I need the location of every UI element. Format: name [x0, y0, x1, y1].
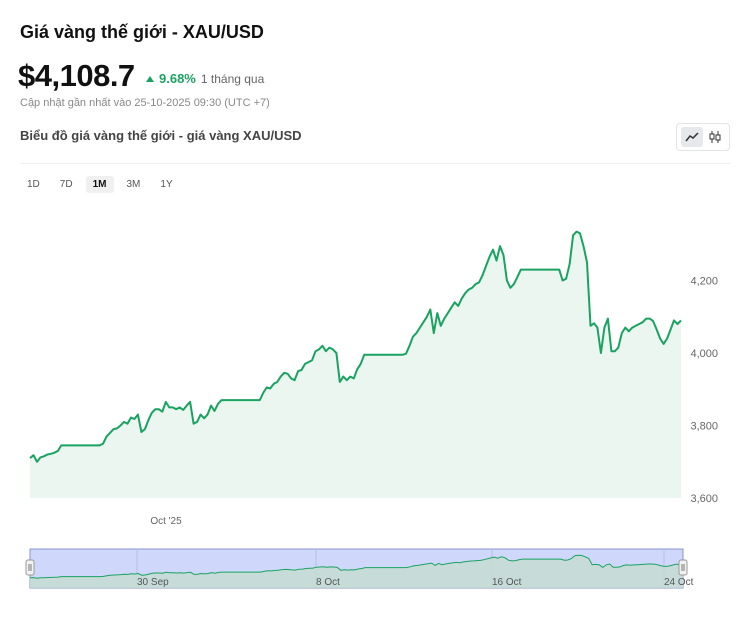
navigator-area [30, 555, 683, 588]
y-tick-label: 3,600 [690, 493, 718, 505]
series-line [29, 230, 682, 463]
y-tick-label: 3,800 [690, 421, 718, 433]
chart-title: Biểu đồ giá vàng thế giới - giá vàng XAU… [20, 128, 302, 143]
series-area [30, 231, 681, 498]
up-arrow-icon [146, 75, 154, 82]
y-axis: 3,600 3,800 4,000 4,200 [690, 276, 718, 506]
price-change: 9.68% 1 tháng qua [146, 71, 264, 86]
navigator-handle-right[interactable] [678, 559, 688, 576]
range-3m[interactable]: 3M [126, 179, 141, 190]
change-percent: 9.68% [159, 71, 196, 86]
page-title: Giá vàng thế giới - XAU/USD [20, 22, 264, 42]
range-1y[interactable]: 1Y [160, 179, 173, 190]
candlestick-icon [709, 131, 721, 143]
navigator-label: 30 Sep [137, 577, 169, 588]
main-plot [29, 230, 682, 498]
navigator-label: 16 Oct [492, 577, 522, 588]
line-chart-button[interactable] [681, 127, 703, 147]
x-axis: Oct '25 [150, 516, 182, 527]
range-1d[interactable]: 1D [27, 179, 40, 190]
y-tick-label: 4,000 [690, 348, 718, 360]
header-divider [20, 163, 730, 164]
range-selector: 1D 7D 1M 3M 1Y [20, 176, 180, 193]
change-period: 1 tháng qua [200, 71, 265, 86]
last-updated: Cập nhật gần nhất vào 25-10-2025 09:30 (… [20, 97, 270, 109]
navigator-label: 8 Oct [316, 577, 340, 588]
range-7d[interactable]: 7D [59, 179, 73, 190]
chart-type-toggle [676, 123, 730, 151]
candlestick-button[interactable] [704, 127, 726, 147]
x-tick-label: Oct '25 [150, 516, 182, 527]
navigator-handle-left[interactable] [25, 559, 35, 576]
navigator-line [29, 554, 684, 579]
y-tick-label: 4,200 [690, 276, 718, 288]
range-1m[interactable]: 1M [85, 176, 114, 193]
line-chart-icon [685, 132, 699, 142]
current-price: $4,108.7 [18, 58, 135, 93]
navigator: 30 Sep 8 Oct 16 Oct 24 Oct [25, 548, 694, 589]
navigator-label: 24 Oct [664, 577, 694, 588]
